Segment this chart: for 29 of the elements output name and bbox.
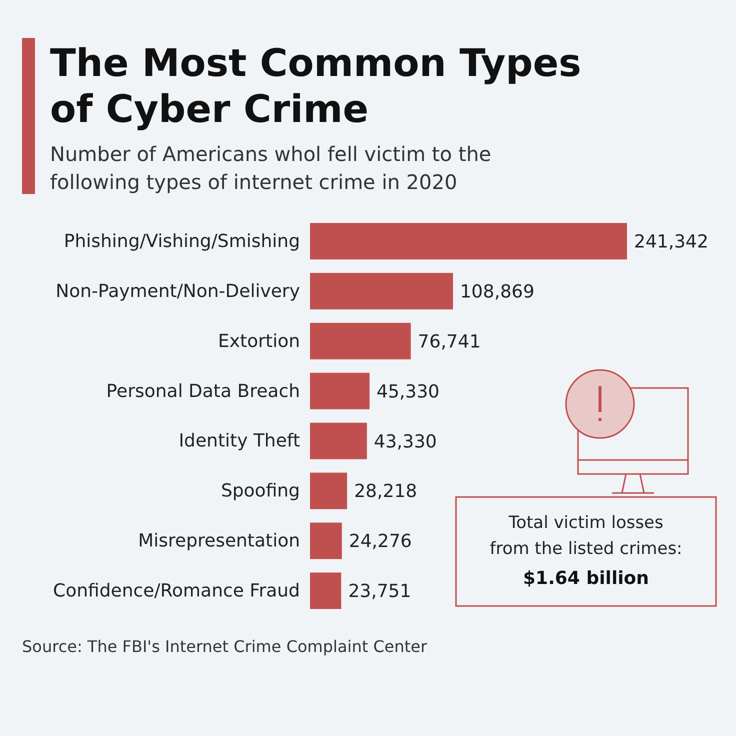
data-label: 23,751	[348, 581, 412, 602]
y-tick-label: Extortion	[218, 330, 300, 352]
y-tick-label: Non-Payment/Non-Delivery	[56, 280, 300, 302]
data-label: 76,741	[418, 331, 481, 352]
y-tick-label: Personal Data Breach	[106, 380, 300, 402]
annotation: Total victim losses from the listed crimes:	[490, 513, 682, 559]
bar	[310, 572, 342, 610]
bar	[310, 522, 342, 560]
bar	[310, 472, 348, 510]
bar	[310, 322, 411, 360]
data-label: 28,218	[354, 481, 418, 502]
data-label: 241,342	[634, 232, 708, 253]
chart-title: The Most Common Types of Cyber Crime	[50, 41, 582, 131]
y-tick-label: Confidence/Romance Fraud	[53, 580, 300, 602]
y-tick-label: Spoofing	[220, 480, 300, 502]
annotation: $1.64 billion	[523, 568, 649, 589]
y-tick-label: Phishing/Vishing/Smishing	[64, 230, 300, 252]
y-tick-label: Misrepresentation	[138, 530, 300, 552]
chart-subtitle: Number of Americans whol fell victim to the following types of internet crime in 2020	[50, 142, 492, 194]
bar	[310, 422, 367, 460]
data-label: 43,330	[374, 431, 437, 452]
data-label: 108,869	[460, 281, 534, 302]
source-note: Source: The FBI's Internet Crime Complaint Center	[22, 637, 428, 656]
data-label: 24,276	[348, 531, 412, 552]
bar	[310, 222, 627, 260]
bar	[310, 372, 370, 410]
bar	[310, 272, 453, 310]
data-label: 45,330	[376, 381, 440, 402]
y-tick-label: Identity Theft	[178, 430, 300, 452]
